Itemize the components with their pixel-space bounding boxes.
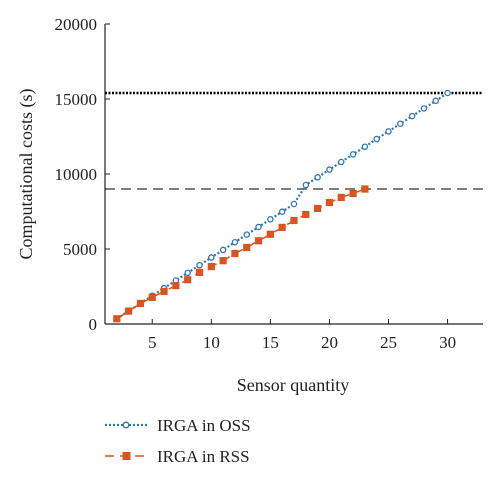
y-tick-label: 5000: [63, 240, 97, 259]
legend-item: IRGA in RSS: [105, 447, 250, 466]
data-point: [207, 262, 215, 271]
data-point: [325, 198, 334, 207]
legend-label: IRGA in RSS: [157, 447, 250, 466]
y-tick-label: 15000: [55, 90, 98, 109]
data-point: [196, 261, 203, 269]
x-tick-label: 15: [262, 333, 279, 352]
data-point: [420, 105, 428, 112]
data-point: [385, 128, 392, 135]
x-tick-label: 10: [203, 333, 220, 352]
series-1: [113, 89, 451, 322]
reference-lines: [105, 91, 483, 190]
data-point: [219, 257, 227, 265]
data-point: [184, 276, 192, 284]
data-point: [361, 185, 369, 193]
x-axis-title: Sensor quantity: [237, 375, 350, 395]
data-point: [195, 268, 204, 276]
data-point: [160, 287, 168, 296]
data-point: [243, 231, 250, 238]
x-tick-label: 25: [380, 333, 397, 352]
data-point: [231, 238, 239, 246]
data-point: [361, 143, 369, 150]
data-point: [314, 204, 322, 213]
legend-item: IRGA in OSS: [105, 416, 251, 435]
y-tick-label: 0: [89, 315, 98, 334]
y-axis-title: Computational costs (s): [16, 89, 37, 260]
data-point: [349, 151, 357, 158]
data-point: [267, 216, 274, 223]
data-point: [373, 135, 380, 143]
data-point: [125, 307, 133, 315]
axes: [104, 23, 483, 325]
legend-marker: [122, 452, 131, 460]
data-point: [243, 243, 251, 252]
data-point: [337, 193, 345, 201]
series-line: [116, 92, 449, 320]
data-point: [136, 299, 145, 308]
data-point: [432, 97, 439, 105]
y-tick-label: 10000: [55, 165, 98, 184]
x-tick-labels: 5 10 15 20 25 30: [148, 333, 456, 352]
data-point: [184, 269, 191, 277]
data-point: [408, 112, 416, 120]
legend: IRGA in OSS IRGA in RSS: [105, 416, 251, 466]
y-tick-labels: 0 5000 10000 15000 20000: [55, 15, 98, 334]
x-tick-label: 20: [321, 333, 338, 352]
data-point: [148, 293, 156, 301]
data-point: [219, 246, 227, 254]
data-point: [278, 208, 286, 215]
x-tick-label: 30: [439, 333, 456, 352]
x-tick-label: 5: [148, 333, 157, 352]
series-2: [113, 185, 369, 323]
data-point: [314, 174, 321, 181]
data-point: [444, 89, 451, 97]
y-tick-label: 20000: [55, 15, 98, 34]
legend-label: IRGA in OSS: [157, 416, 251, 435]
data-point: [326, 166, 333, 173]
data-point: [290, 200, 298, 208]
plot-series: [113, 89, 451, 323]
data-point: [113, 315, 121, 323]
data-point: [278, 223, 286, 231]
data-point: [255, 223, 262, 231]
data-point: [397, 120, 404, 128]
data-point: [337, 158, 345, 166]
data-point: [208, 254, 215, 261]
data-point: [349, 189, 357, 198]
data-point: [302, 181, 310, 189]
data-point: [290, 216, 298, 225]
data-point: [302, 210, 310, 219]
data-point: [172, 282, 180, 290]
data-point: [231, 249, 239, 258]
data-point: [254, 237, 263, 245]
data-point: [266, 230, 274, 238]
legend-marker: [122, 421, 130, 429]
series-line: [116, 188, 366, 320]
